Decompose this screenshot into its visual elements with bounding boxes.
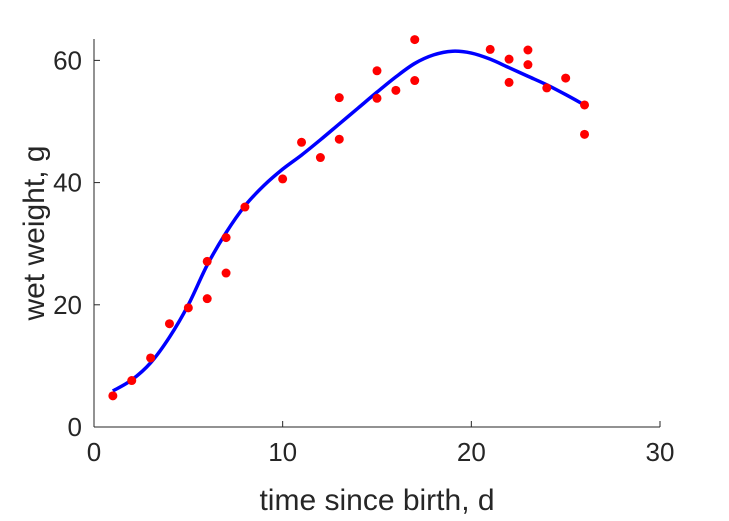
data-point [202, 294, 212, 304]
data-point [146, 353, 156, 363]
x-axis-label: time since birth, d [259, 484, 494, 517]
fit-curve-group [111, 49, 586, 393]
data-point [183, 303, 193, 313]
data-point [504, 77, 514, 87]
data-point [127, 376, 137, 386]
data-point [561, 73, 571, 83]
axes [93, 39, 661, 428]
data-point [334, 93, 344, 103]
y-tick-label: 20 [53, 290, 82, 320]
y-tick-label: 0 [68, 412, 82, 442]
data-point [523, 60, 533, 70]
data-point [523, 45, 533, 55]
data-point [410, 35, 420, 45]
data-point [334, 134, 344, 144]
data-point [542, 83, 552, 93]
data-point [240, 202, 250, 212]
data-point [164, 319, 174, 329]
y-tick-label: 40 [53, 168, 82, 198]
data-point [485, 44, 495, 54]
x-tick-label: 0 [87, 437, 101, 467]
data-points-group [108, 35, 590, 401]
data-point [297, 137, 307, 147]
data-point [315, 153, 325, 163]
data-point [580, 129, 590, 139]
data-point [504, 54, 514, 64]
x-tick-label: 10 [268, 437, 297, 467]
y-axis-label: wet weight, g [18, 145, 51, 321]
data-point [580, 100, 590, 110]
x-tick-label: 30 [646, 437, 675, 467]
fit-curve [111, 49, 586, 393]
data-point [372, 66, 382, 76]
data-point [372, 93, 382, 103]
x-tick-label: 20 [457, 437, 486, 467]
data-point [108, 391, 118, 401]
data-point [278, 174, 288, 184]
data-point [202, 256, 212, 266]
data-point [391, 85, 401, 95]
data-point [410, 76, 420, 86]
data-point [221, 233, 231, 243]
data-point [221, 268, 231, 278]
tick-labels: 0 10 20 30 0 20 40 60 [53, 45, 674, 467]
y-tick-label: 60 [53, 45, 82, 75]
